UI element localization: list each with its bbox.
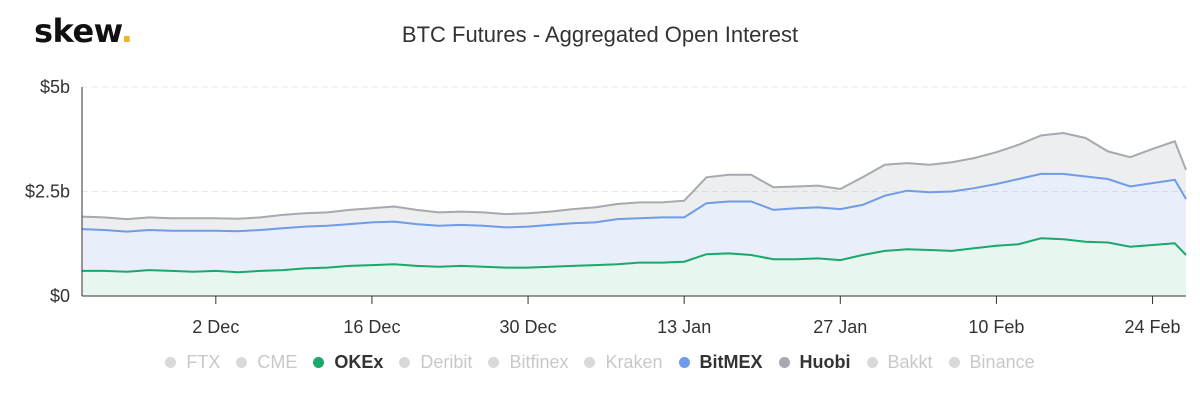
legend-marker-icon [778,357,790,368]
legend-label: Kraken [605,352,663,372]
series-line-huobi [81,131,1187,221]
skew-logo: skew. [34,12,133,50]
chart-title: BTC Futures - Aggregated Open Interest [401,22,799,47]
axis-layer: $0 $2.5b $5b 2 Dec 16 Dec 30 Dec 13 Jan 27 Jan 1… [25,77,1186,337]
x-tick-label: 2 Dec [192,317,239,337]
x-tick-label: 30 Dec [500,317,557,337]
area-layer [82,133,1186,296]
legend-label: OKEx [334,352,384,372]
legend: FTX CME OKEx Deribit Bitfinex Kraken BitMEX Huo… [0,352,1200,373]
legend-marker-icon [584,357,596,368]
x-tick-label: 13 Jan [657,317,711,337]
series-area-huobi [82,133,1186,232]
grid-layer [82,86,1186,192]
legend-marker-icon [165,357,177,368]
legend-marker-icon [313,357,325,368]
legend-item-huobi[interactable]: Huobi [778,352,851,373]
legend-label: FTX [186,352,221,372]
legend-item-bakkt[interactable]: Bakkt [866,352,933,373]
legend-item-ftx[interactable]: FTX [165,352,220,373]
line-layer [81,131,1187,274]
open-interest-chart: $0 $2.5b $5b 2 Dec 16 Dec 30 Dec 13 Jan 27 Jan 1… [25,77,1187,337]
x-tick-label: 10 Feb [968,317,1024,337]
logo-text: skew [34,12,121,50]
x-tick-label: 16 Dec [343,317,400,337]
legend-marker-icon [236,357,248,368]
legend-marker-icon [948,357,960,368]
x-tick-label: 27 Jan [813,317,867,337]
y-tick-label: $2.5b [25,182,70,202]
legend-label: Bitfinex [509,352,569,372]
legend-item-cme[interactable]: CME [236,352,297,373]
series-line-bitmex [81,172,1187,233]
legend-item-bitmex[interactable]: BitMEX [678,352,763,373]
legend-item-binance[interactable]: Binance [948,352,1035,373]
legend-marker-icon [488,357,500,368]
logo-dot: . [120,12,133,50]
y-tick-label: $5b [40,77,70,97]
legend-label: BitMEX [699,352,763,372]
legend-item-deribit[interactable]: Deribit [399,352,472,373]
legend-label: Bakkt [887,352,933,372]
legend-label: CME [257,352,298,372]
x-tick-label: 24 Feb [1125,317,1181,337]
legend-marker-icon [399,357,411,368]
legend-item-okex[interactable]: OKEx [313,352,383,373]
legend-marker-icon [678,357,690,368]
y-tick-label: $0 [50,286,70,306]
series-area-bitmex [82,173,1186,273]
legend-item-kraken[interactable]: Kraken [584,352,663,373]
series-line-okex [82,237,1187,274]
legend-item-bitfinex[interactable]: Bitfinex [488,352,568,373]
legend-label: Huobi [799,352,851,372]
legend-marker-icon [866,357,878,368]
legend-label: Binance [969,352,1035,372]
legend-label: Deribit [420,352,473,372]
series-area-okex [82,238,1186,296]
